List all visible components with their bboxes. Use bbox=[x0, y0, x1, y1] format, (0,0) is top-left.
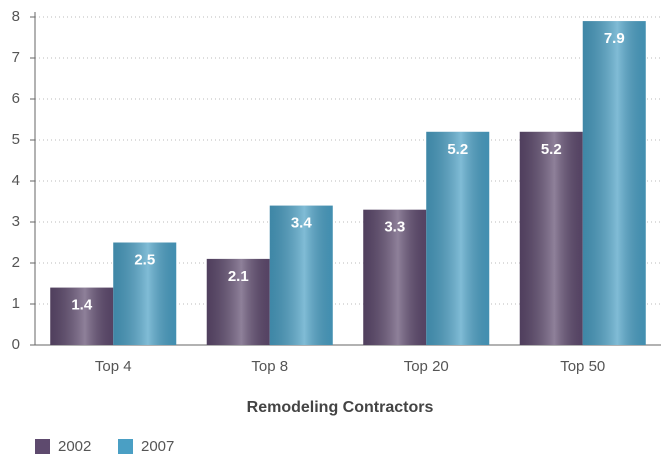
bar-shine bbox=[519, 131, 583, 345]
legend-swatch bbox=[35, 439, 50, 454]
y-tick-label: 1 bbox=[12, 295, 20, 312]
data-label: 5.2 bbox=[541, 141, 562, 158]
x-tick-label: Top 50 bbox=[560, 358, 605, 375]
legend-label: 2002 bbox=[58, 438, 91, 455]
y-tick-label: 0 bbox=[12, 336, 20, 353]
x-tick-label: Top 20 bbox=[404, 358, 449, 375]
y-tick-label: 7 bbox=[12, 49, 20, 66]
data-label: 7.9 bbox=[604, 30, 625, 47]
y-tick-label: 2 bbox=[12, 254, 20, 271]
data-label: 3.4 bbox=[291, 215, 313, 232]
data-label: 1.4 bbox=[71, 297, 93, 314]
x-axis-label: Remodeling Contractors bbox=[247, 399, 434, 416]
bar-shine bbox=[269, 205, 333, 345]
data-label: 2.1 bbox=[228, 268, 249, 285]
bar-shine bbox=[582, 21, 646, 345]
bar-shine bbox=[206, 258, 270, 345]
bar-shine bbox=[113, 242, 177, 345]
bar-shine bbox=[50, 287, 114, 345]
y-tick-label: 8 bbox=[12, 8, 20, 25]
y-tick-label: 3 bbox=[12, 213, 20, 230]
y-tick-label: 5 bbox=[12, 131, 20, 148]
data-label: 3.3 bbox=[384, 219, 405, 236]
bar-shine bbox=[363, 209, 427, 345]
x-tick-label: Top 4 bbox=[95, 358, 132, 375]
x-tick-label: Top 8 bbox=[251, 358, 288, 375]
legend-label: 2007 bbox=[141, 438, 174, 455]
data-label: 5.2 bbox=[447, 141, 468, 158]
y-tick-label: 4 bbox=[12, 172, 20, 189]
legend-swatch bbox=[118, 439, 133, 454]
y-tick-label: 6 bbox=[12, 90, 20, 107]
bar-shine bbox=[426, 131, 490, 345]
data-label: 2.5 bbox=[134, 251, 155, 268]
